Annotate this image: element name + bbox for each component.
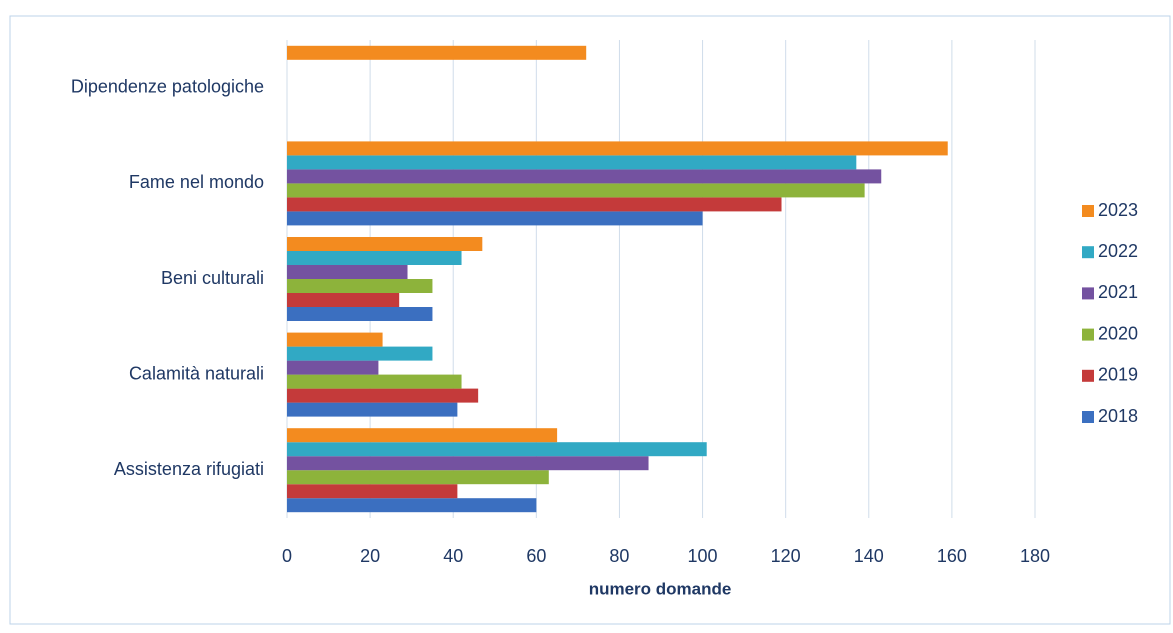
- bar: [287, 197, 782, 212]
- bar: [287, 332, 383, 347]
- legend-swatch: [1082, 246, 1094, 259]
- legend-swatch: [1082, 369, 1094, 382]
- bar: [287, 374, 462, 389]
- legend-label: 2021: [1098, 282, 1138, 302]
- legend-swatch: [1082, 411, 1094, 423]
- bar: [287, 346, 433, 361]
- bar: [287, 498, 537, 513]
- x-tick-label: 40: [443, 546, 463, 566]
- bar: [287, 183, 865, 198]
- x-axis-label: numero domande: [589, 579, 732, 598]
- bar: [287, 237, 483, 251]
- bar: [287, 456, 649, 471]
- x-tick-label: 20: [360, 546, 380, 566]
- bar: [287, 169, 882, 184]
- bar: [287, 402, 458, 417]
- legend-label: 2022: [1098, 241, 1138, 261]
- bar: [287, 211, 703, 226]
- bar: [287, 442, 707, 457]
- bar: [287, 45, 587, 60]
- y-tick-label: Fame nel mondo: [129, 172, 264, 192]
- bar: [287, 470, 549, 485]
- bar: [287, 251, 462, 265]
- legend-swatch: [1082, 205, 1094, 217]
- y-tick-label: Dipendenze patologiche: [71, 77, 264, 97]
- legend-swatch: [1082, 287, 1094, 300]
- bar: [287, 279, 433, 293]
- bar: [287, 484, 458, 499]
- x-tick-label: 60: [526, 546, 546, 566]
- bar: [287, 293, 400, 307]
- bar: [287, 388, 479, 403]
- x-tick-label: 120: [771, 546, 801, 566]
- legend-swatch: [1082, 328, 1094, 341]
- bar: [287, 265, 408, 279]
- legend-label: 2023: [1098, 200, 1138, 220]
- y-tick-label: Assistenza rifugiati: [114, 459, 264, 479]
- bar: [287, 141, 948, 156]
- legend-label: 2020: [1098, 323, 1138, 343]
- bar: [287, 428, 558, 443]
- bar: [287, 307, 433, 321]
- y-tick-label: Beni culturali: [161, 268, 264, 288]
- x-tick-label: 0: [282, 546, 292, 566]
- x-tick-label: 180: [1020, 546, 1050, 566]
- bar: [287, 360, 379, 375]
- x-tick-label: 100: [688, 546, 718, 566]
- bar: [287, 155, 857, 170]
- chart-border: [9, 15, 1171, 625]
- legend-label: 2019: [1098, 365, 1138, 385]
- x-tick-label: 140: [854, 546, 884, 566]
- y-tick-label: Calamità naturali: [129, 363, 264, 383]
- x-tick-label: 160: [937, 546, 967, 566]
- x-tick-label: 80: [609, 546, 629, 566]
- legend-label: 2018: [1098, 406, 1138, 426]
